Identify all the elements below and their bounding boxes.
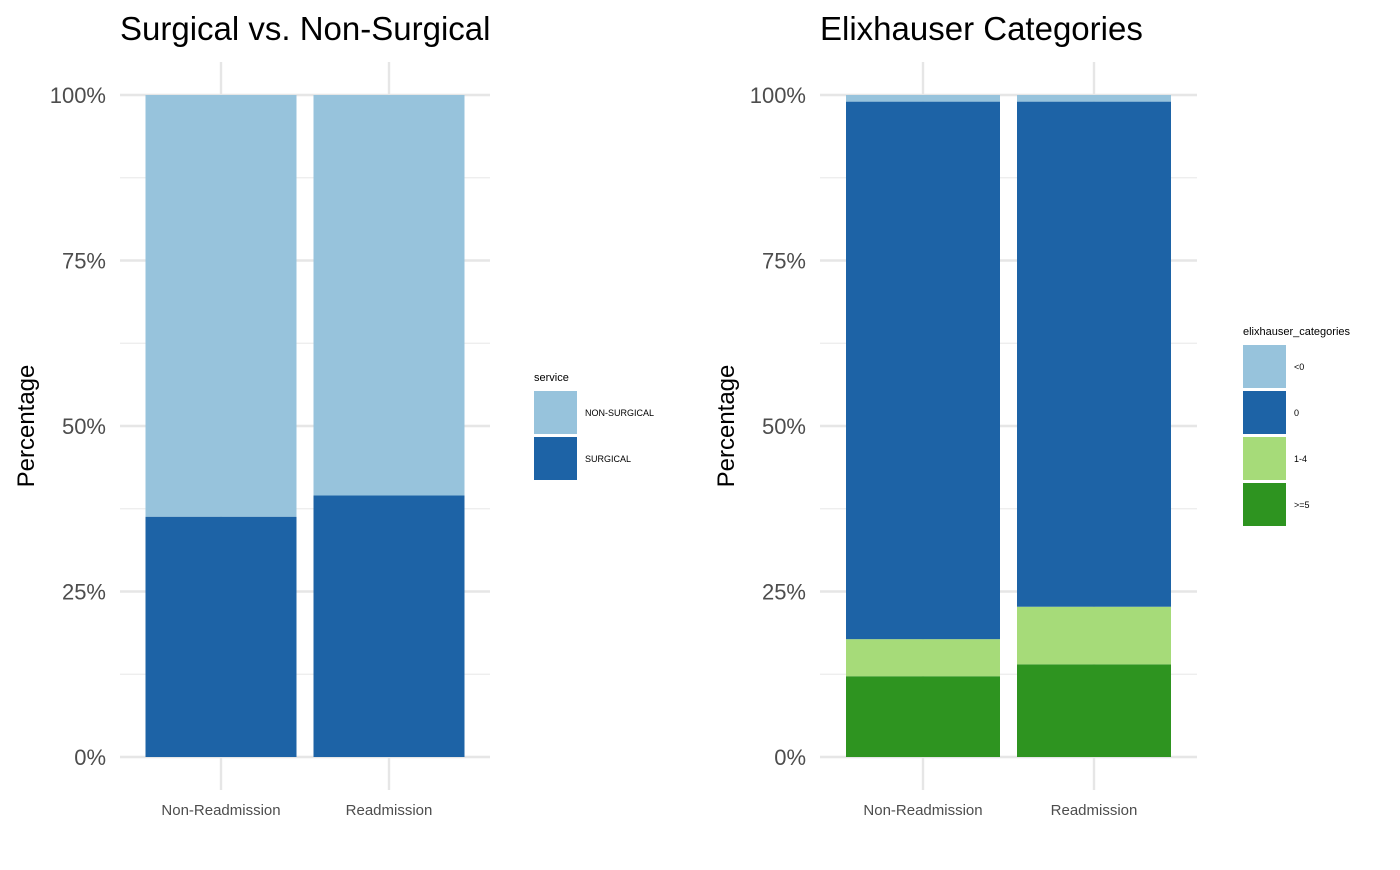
- x-axis-ticks: Non-Readmission Readmission: [161, 802, 432, 819]
- legend-key: [1243, 437, 1286, 480]
- legend-key: [534, 437, 577, 480]
- bar-segment: [1017, 101, 1171, 607]
- legend-key: [1243, 483, 1286, 526]
- bar-segment: [145, 95, 297, 517]
- y-tick-label: 0%: [774, 745, 806, 770]
- y-axis-ticks: 0% 25% 50% 75% 100%: [50, 83, 106, 770]
- panel-surgical: Surgical vs. Non-Surgical 0% 25% 50% 75% 100…: [13, 10, 654, 819]
- bar-segment: [1017, 606, 1171, 665]
- bar-segment: [1017, 95, 1171, 102]
- y-axis-label: Percentage: [713, 365, 740, 488]
- chart-title: Surgical vs. Non-Surgical: [120, 10, 490, 47]
- legend-label: 0: [1294, 408, 1299, 418]
- legend-title: elixhauser_categories: [1243, 326, 1351, 338]
- bar-segment: [846, 639, 1000, 677]
- y-axis-ticks: 0% 25% 50% 75% 100%: [750, 83, 806, 770]
- bar-segment: [145, 516, 297, 757]
- legend-label: <0: [1294, 362, 1304, 372]
- legend: service NON-SURGICAL SURGICAL: [534, 372, 654, 480]
- x-tick-label: Non-Readmission: [161, 802, 280, 819]
- bars: [846, 95, 1171, 757]
- legend-label: SURGICAL: [585, 454, 631, 464]
- y-tick-label: 100%: [50, 83, 106, 108]
- bar-segment: [313, 495, 465, 757]
- x-tick-label: Non-Readmission: [863, 802, 982, 819]
- bar-segment: [846, 676, 1000, 757]
- legend-key: [534, 391, 577, 434]
- y-tick-label: 50%: [762, 414, 806, 439]
- bar-segment: [846, 95, 1000, 102]
- legend-label: NON-SURGICAL: [585, 408, 654, 418]
- y-tick-label: 75%: [62, 249, 106, 274]
- legend-title: service: [534, 372, 569, 384]
- legend: elixhauser_categories <0 0 1-4 >=5: [1243, 326, 1351, 526]
- x-tick-label: Readmission: [1051, 802, 1138, 819]
- x-tick-label: Readmission: [346, 802, 433, 819]
- legend-label: >=5: [1294, 500, 1310, 510]
- bars: [145, 95, 465, 757]
- y-tick-label: 25%: [762, 580, 806, 605]
- y-tick-label: 50%: [62, 414, 106, 439]
- legend-label: 1-4: [1294, 454, 1307, 464]
- y-tick-label: 100%: [750, 83, 806, 108]
- bar-segment: [846, 101, 1000, 640]
- legend-key: [1243, 345, 1286, 388]
- chart-title: Elixhauser Categories: [820, 10, 1143, 47]
- bar-segment: [313, 95, 465, 496]
- y-tick-label: 25%: [62, 580, 106, 605]
- x-axis-ticks: Non-Readmission Readmission: [863, 802, 1137, 819]
- panel-elixhauser: Elixhauser Categories 0% 25% 50% 75% 100% No…: [713, 10, 1351, 819]
- y-axis-label: Percentage: [13, 365, 40, 488]
- legend-key: [1243, 391, 1286, 434]
- y-tick-label: 0%: [74, 745, 106, 770]
- bar-segment: [1017, 664, 1171, 757]
- y-tick-label: 75%: [762, 249, 806, 274]
